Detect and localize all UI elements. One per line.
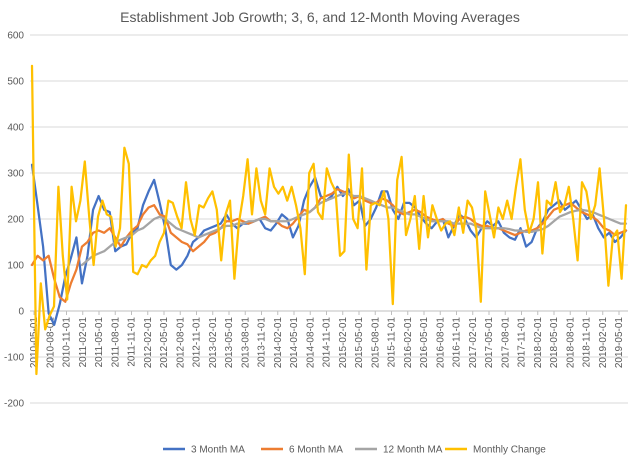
x-tick-label: 2012-08-01: [175, 317, 186, 369]
x-tick-label: 2018-11-01: [582, 317, 593, 368]
x-tick-label: 2013-02-01: [208, 317, 219, 369]
y-tick-label: -100: [4, 353, 24, 364]
x-tick-label: 2011-05-01: [94, 317, 105, 368]
legend: 3 Month MA 6 Month MA 12 Month MA Monthly C…: [163, 445, 546, 456]
legend-label: 12 Month MA: [383, 445, 443, 456]
series-line-12-month-ma: [80, 192, 628, 267]
x-tick-label: 2014-05-01: [289, 317, 300, 369]
legend-label: 3 Month MA: [191, 445, 245, 456]
y-tick-label: 600: [7, 31, 24, 42]
x-tick-label: 2011-11-01: [127, 317, 138, 367]
x-axis: 2010-05-01 2010-08-01 2010-11-01 2011-02-01…: [29, 311, 625, 368]
y-tick-label: 400: [7, 123, 24, 134]
x-tick-label: 2014-11-01: [322, 317, 333, 368]
x-tick-label: 2019-05-01: [614, 317, 625, 369]
x-tick-label: 2014-08-01: [305, 317, 316, 369]
x-tick-label: 2017-02-01: [468, 317, 479, 369]
x-tick-label: 2016-11-01: [452, 317, 463, 368]
chart-title: Establishment Job Growth; 3, 6, and 12-M…: [120, 9, 520, 25]
y-tick-label: 300: [7, 169, 24, 180]
y-tick-label: -200: [4, 399, 24, 410]
x-tick-label: 2017-05-01: [484, 317, 495, 369]
x-tick-label: 2018-02-01: [533, 317, 544, 369]
series-lines: [30, 64, 628, 376]
x-tick-label: 2018-05-01: [549, 317, 560, 369]
x-tick-label: 2013-05-01: [224, 317, 235, 369]
x-tick-label: 2019-02-01: [598, 317, 609, 369]
legend-label: 6 Month MA: [289, 445, 343, 456]
x-tick-label: 2016-02-01: [403, 317, 414, 369]
x-tick-label: 2013-11-01: [257, 317, 268, 368]
x-tick-label: 2012-02-01: [143, 317, 154, 369]
x-tick-label: 2012-11-01: [192, 317, 203, 368]
y-tick-label: 200: [7, 215, 24, 226]
x-tick-label: 2017-11-01: [517, 317, 528, 368]
x-tick-label: 2016-08-01: [435, 317, 446, 369]
x-tick-label: 2015-02-01: [338, 317, 349, 369]
x-tick-label: 2018-08-01: [565, 317, 576, 369]
series-line-monthly-change: [30, 64, 628, 376]
y-axis: -200 -100 0 100 200 300 400 500 600: [4, 31, 24, 410]
x-tick-label: 2010-05-01: [29, 317, 40, 369]
x-tick-label: 2013-08-01: [240, 317, 251, 369]
x-tick-label: 2015-05-01: [354, 317, 365, 369]
x-tick-label: 2014-02-01: [273, 317, 284, 369]
legend-label: Monthly Change: [473, 445, 546, 456]
x-tick-label: 2017-08-01: [500, 317, 511, 369]
x-tick-label: 2010-08-01: [45, 317, 56, 369]
y-tick-label: 0: [18, 307, 24, 318]
x-tick-label: 2016-05-01: [419, 317, 430, 369]
x-tick-label: 2011-02-01: [78, 317, 89, 368]
y-tick-label: 100: [7, 261, 24, 272]
x-tick-label: 2015-11-01: [387, 317, 398, 368]
y-tick-label: 500: [7, 77, 24, 88]
x-tick-label: 2011-08-01: [110, 317, 121, 368]
x-tick-label: 2015-08-01: [370, 317, 381, 369]
x-tick-label: 2012-05-01: [159, 317, 170, 369]
x-tick-label: 2010-11-01: [62, 317, 73, 368]
